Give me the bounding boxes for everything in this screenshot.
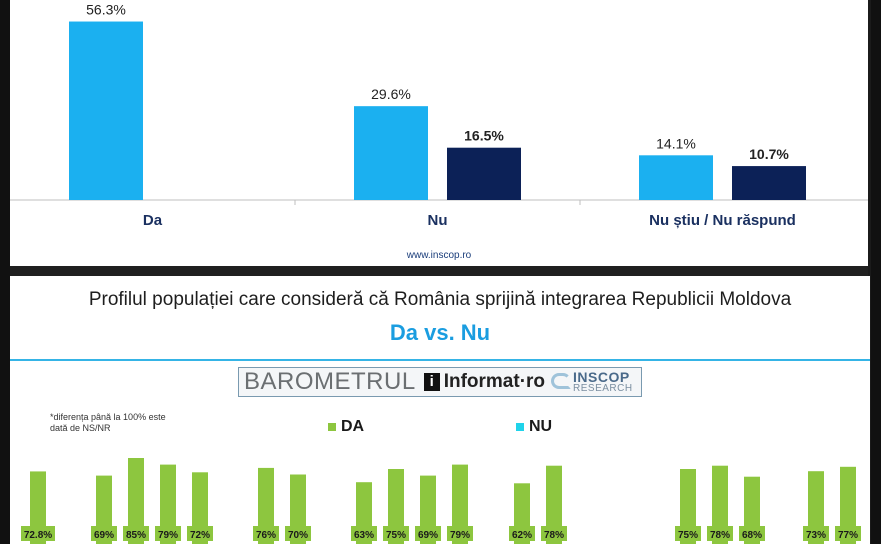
data-label: 63%: [354, 530, 374, 541]
data-label: 68%: [742, 530, 762, 541]
panel-separator: [10, 266, 868, 276]
data-label: 56.3%: [86, 2, 126, 18]
data-label-background: [253, 526, 279, 541]
barometer-banner: BAROMETRUL i Informat·ro INSCOP RESEARCH: [238, 367, 642, 397]
bar: [354, 106, 428, 200]
data-label: 69%: [94, 530, 114, 541]
data-label: 79%: [450, 530, 470, 541]
profile-bar-chart: 72.8% 69% 85% 79% 72% 76% 70% 63% 75% 69% 79% 62% 78…: [21, 458, 861, 544]
footnote: *diferența până la 100% este dată de NS/…: [50, 412, 166, 433]
data-label: 62%: [512, 530, 532, 541]
data-label: 72.8%: [24, 530, 52, 541]
data-label: 75%: [386, 530, 406, 541]
bar: [840, 466, 856, 544]
top-bar-chart: www.inscop.ro 56.3% Da 29.6% 16.5% Nu 14.1% 10…: [10, 2, 868, 261]
data-label-background: [351, 526, 377, 541]
legend-swatch-nu: [516, 423, 524, 431]
data-label: 70%: [288, 530, 308, 541]
bar: [388, 469, 404, 544]
data-label: 73%: [806, 530, 826, 541]
source-label: www.inscop.ro: [406, 250, 472, 261]
data-label: 16.5%: [464, 128, 504, 144]
bar: [808, 471, 824, 544]
bar: [732, 166, 806, 200]
bar: [160, 464, 176, 544]
data-label: 75%: [678, 530, 698, 541]
bar: [69, 21, 143, 201]
data-label: 76%: [256, 530, 276, 541]
data-label-background: [155, 526, 181, 541]
inscop-logo-icon: [551, 373, 572, 389]
title-divider: [10, 359, 870, 361]
data-label: 77%: [838, 530, 858, 541]
data-label-background: [675, 526, 701, 541]
bar: [128, 458, 144, 544]
legend-item-nu: NU: [516, 418, 552, 436]
data-label-background: [415, 526, 441, 541]
category-label: Nu: [428, 212, 448, 229]
informat-logo-text: Informat·ro: [443, 371, 546, 392]
data-label-background: [835, 526, 861, 541]
chart-title: Profilul populației care consideră că Ro…: [88, 289, 792, 310]
bottom-chart-panel: Profilul populației care consideră că Ro…: [10, 276, 870, 544]
data-label-background: [541, 526, 567, 541]
inscop-logo: INSCOP RESEARCH: [551, 369, 641, 395]
legend-swatch-da: [328, 423, 336, 431]
bar: [258, 467, 274, 544]
legend-item-da: DA: [328, 418, 364, 436]
data-label: 78%: [544, 530, 564, 541]
inscop-logo-name: INSCOP: [573, 369, 630, 385]
data-label: 29.6%: [371, 86, 411, 102]
data-label-background: [383, 526, 409, 541]
bar: [712, 465, 728, 544]
data-label: 78%: [710, 530, 730, 541]
data-label: 14.1%: [656, 135, 696, 151]
data-label-background: [91, 526, 117, 541]
category-label: Nu știu / Nu răspund: [649, 212, 796, 229]
bar: [639, 155, 713, 200]
screen-frame-right: [871, 0, 881, 544]
bar: [447, 147, 521, 200]
data-label: 69%: [418, 530, 438, 541]
data-label-background: [509, 526, 535, 541]
data-label: 85%: [126, 530, 146, 541]
category-label: Da: [143, 212, 163, 229]
data-label: 10.7%: [749, 146, 789, 162]
data-label-background: [447, 526, 473, 541]
data-label-background: [21, 526, 55, 541]
data-label-background: [739, 526, 765, 541]
data-label-background: [803, 526, 829, 541]
data-label-background: [123, 526, 149, 541]
barometrul-logo-text: BAROMETRUL: [244, 368, 416, 395]
bar: [30, 471, 46, 544]
bar: [452, 464, 468, 544]
data-label-background: [187, 526, 213, 541]
data-label-background: [707, 526, 733, 541]
top-chart-panel: www.inscop.ro 56.3% Da 29.6% 16.5% Nu 14.1% 10…: [10, 0, 868, 266]
chart-subtitle: Da vs. Nu: [389, 320, 491, 345]
bar: [546, 465, 562, 544]
screen-frame-left: [0, 0, 10, 544]
data-label: 72%: [190, 530, 210, 541]
legend-label-da: DA: [341, 418, 365, 435]
inscop-logo-sub: RESEARCH: [573, 383, 633, 394]
bar: [680, 469, 696, 544]
legend-label-nu: NU: [529, 418, 553, 435]
data-label-background: [285, 526, 311, 541]
data-label: 79%: [158, 530, 178, 541]
informat-logo-icon: i: [423, 373, 440, 391]
